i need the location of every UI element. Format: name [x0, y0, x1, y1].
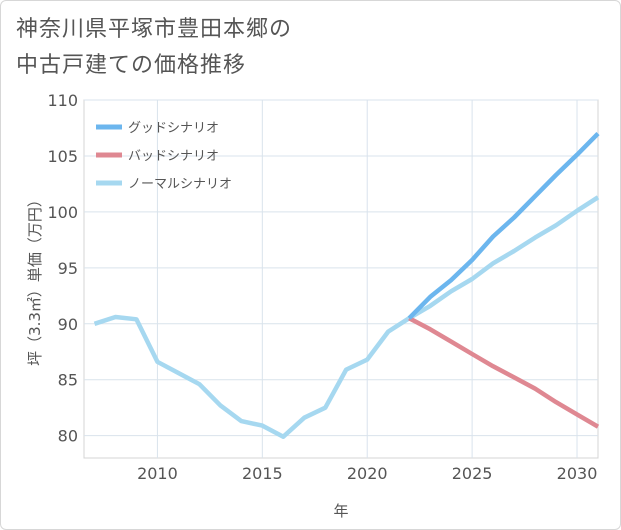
legend-label-1: バッドシナリオ [128, 149, 219, 164]
y-tick-label-110: 110 [47, 91, 78, 110]
x-tick-labels: 2010 2015 2020 2025 2030 [137, 464, 597, 483]
plot-area [83, 99, 599, 459]
y-tick-label-90: 90 [58, 315, 78, 334]
y-tick-label-85: 85 [58, 371, 78, 390]
y-tick-label-100: 100 [47, 203, 78, 222]
series-line-2 [93, 195, 600, 439]
chart-title: 神奈川県平塚市豊田本郷の 中古戸建ての価格推移 [16, 12, 576, 84]
chart-title-line-1: 神奈川県平塚市豊田本郷の [16, 17, 293, 42]
series-line-1 [408, 316, 600, 429]
legend-label-0: グッドシナリオ [128, 121, 219, 136]
x-tick-label-2020: 2020 [347, 464, 388, 483]
x-tick-label-2025: 2025 [452, 464, 493, 483]
x-tick-label-2015: 2015 [242, 464, 283, 483]
chart-title-line-2: 中古戸建ての価格推移 [16, 53, 247, 78]
x-tick-label-2030: 2030 [557, 464, 598, 483]
y-tick-label-105: 105 [47, 147, 78, 166]
series-lines [93, 132, 600, 439]
y-tick-label-80: 80 [58, 427, 78, 446]
legend-label-2: ノーマルシナリオ [128, 177, 232, 192]
y-tick-labels: 80 85 90 95 100 105 110 [47, 91, 78, 446]
x-tick-label-2010: 2010 [137, 464, 178, 483]
grid-lines [84, 99, 598, 458]
x-axis-label: 年 [333, 502, 348, 520]
series-line-0 [407, 132, 600, 320]
y-axis-label: 坪（3.3㎡）単価（万円） [26, 192, 44, 366]
y-tick-label-95: 95 [58, 259, 78, 278]
